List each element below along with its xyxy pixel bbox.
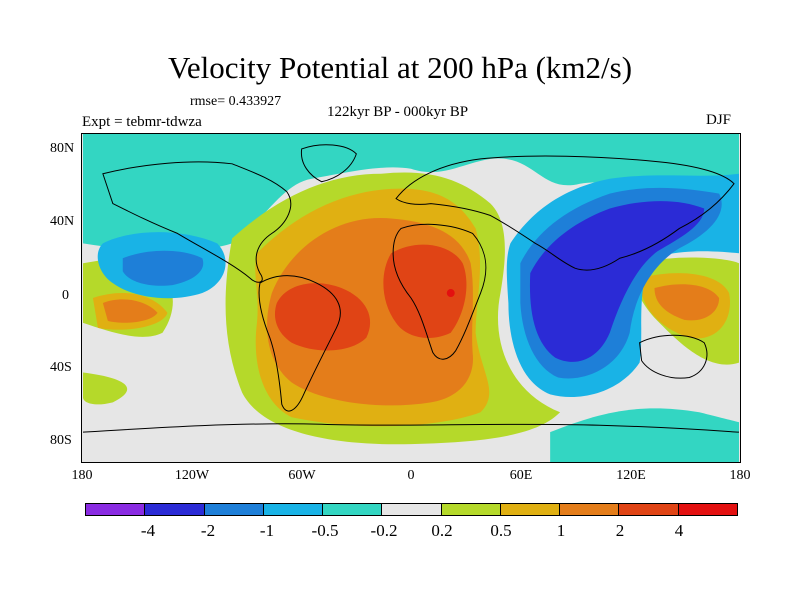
colorbar-label: 0.5 [490,521,512,540]
lat-label-80n: 80N [50,141,75,156]
colorbar-swatch [560,504,620,515]
lon-label-180-east: 180 [729,468,751,483]
coastlines [82,144,740,433]
lon-label-180-west: 180 [71,468,93,483]
lat-label-40n: 40N [50,214,75,229]
season-label: DJF [706,112,732,128]
colorbar-swatch [619,504,679,515]
colorbar-label: -1 [259,521,275,540]
south-america-outline [258,275,341,412]
contour-red-west [274,283,371,351]
lon-label-60e: 60E [509,468,533,483]
colorbar [85,503,738,516]
north-america-outline [102,161,292,283]
antarctica-outline [82,423,740,433]
colorbar-swatch [382,504,442,515]
australia-outline [639,334,708,379]
lat-label-80s: 80S [50,433,72,448]
lon-label-120w: 120W [174,468,210,483]
colorbar-swatch [204,504,264,515]
lon-label-60w: 60W [288,468,316,483]
colorbar-swatch [263,504,324,515]
map-title: Velocity Potential at 200 hPa (km2/s) [167,50,633,85]
greenland-outline [300,144,357,183]
colorbar-label: -4 [140,521,156,540]
colorbar-label: 4 [674,521,684,540]
map-canvas [82,134,740,462]
colorbar-label: 0.2 [431,521,453,540]
experiment-label: Expt = tebmr-tdwza [82,114,202,130]
lat-label-0: 0 [62,288,69,303]
contour-cyan-north [83,134,739,251]
colorbar-swatch [145,504,205,515]
velocity-potential-map [81,133,741,463]
colorbar-label: -0.5 [311,521,339,540]
contour-mid-blue-west [122,250,204,286]
lon-label-120e: 120E [616,468,646,483]
rmse-label: rmse= 0.433927 [190,94,282,109]
colorbar-swatch [441,504,501,515]
colorbar-label: -0.2 [370,521,398,540]
africa-outline [392,223,487,360]
lat-label-40s: 40S [50,360,72,375]
colorbar-swatch [500,504,561,515]
colorbar-swatch [86,504,146,515]
colorbar-label: 1 [556,521,566,540]
colorbar-label: -2 [200,521,216,540]
eurasia-outline [395,155,735,271]
max-marker [446,289,455,298]
colorbar-swatch [323,504,383,515]
colorbar-label: 2 [615,521,625,540]
lon-label-0: 0 [407,468,415,483]
colorbar-swatch [678,504,737,515]
contour-red-east [383,244,467,338]
contour-cyan-south [550,408,739,462]
period-label: 122kyr BP - 000kyr BP [327,104,469,120]
